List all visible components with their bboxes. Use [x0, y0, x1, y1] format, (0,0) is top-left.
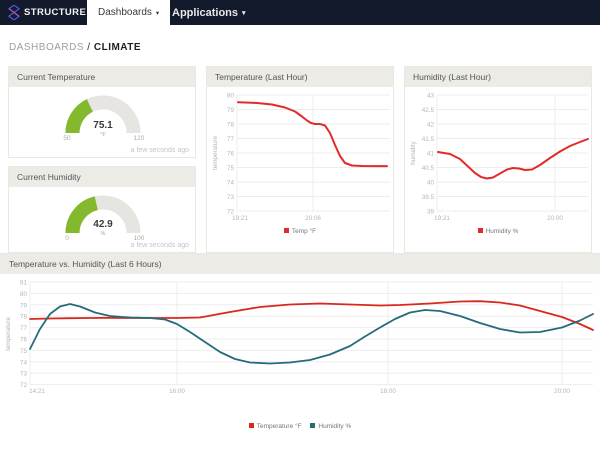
svg-text:42.5: 42.5 [422, 107, 435, 114]
svg-text:77: 77 [227, 136, 235, 143]
svg-text:74: 74 [227, 180, 235, 187]
svg-text:43: 43 [427, 93, 435, 100]
svg-text:78: 78 [20, 314, 28, 321]
svg-text:80: 80 [20, 291, 28, 298]
svg-text:77: 77 [20, 325, 28, 332]
svg-text:20:06: 20:06 [305, 215, 321, 222]
svg-text:temperature: temperature [5, 317, 12, 351]
svg-text:80: 80 [227, 93, 235, 100]
svg-text:73: 73 [20, 371, 28, 378]
svg-text:41.5: 41.5 [422, 136, 435, 143]
svg-text:39.5: 39.5 [422, 194, 435, 201]
svg-text:73: 73 [227, 194, 235, 201]
svg-text:40: 40 [427, 180, 435, 187]
svg-text:temperature: temperature [212, 136, 219, 170]
svg-text:75: 75 [20, 348, 28, 355]
svg-text:76: 76 [227, 151, 235, 158]
svg-text:72: 72 [20, 382, 28, 389]
svg-text:14:21: 14:21 [29, 388, 45, 395]
svg-text:78: 78 [227, 122, 235, 129]
svg-text:19:21: 19:21 [232, 215, 248, 222]
svg-text:41: 41 [427, 151, 435, 158]
svg-text:74: 74 [20, 359, 28, 366]
svg-text:75: 75 [227, 165, 235, 172]
svg-text:40.5: 40.5 [422, 165, 435, 172]
svg-text:19:21: 19:21 [434, 215, 450, 222]
svg-text:20:00: 20:00 [554, 388, 570, 395]
svg-text:16:00: 16:00 [169, 388, 185, 395]
svg-text:20:00: 20:00 [547, 215, 563, 222]
svg-text:81: 81 [20, 280, 28, 287]
svg-text:42: 42 [427, 122, 435, 129]
svg-text:79: 79 [20, 302, 28, 309]
svg-text:humidity: humidity [410, 140, 417, 164]
svg-text:79: 79 [227, 107, 235, 114]
svg-text:18:00: 18:00 [380, 388, 396, 395]
svg-text:76: 76 [20, 337, 28, 344]
